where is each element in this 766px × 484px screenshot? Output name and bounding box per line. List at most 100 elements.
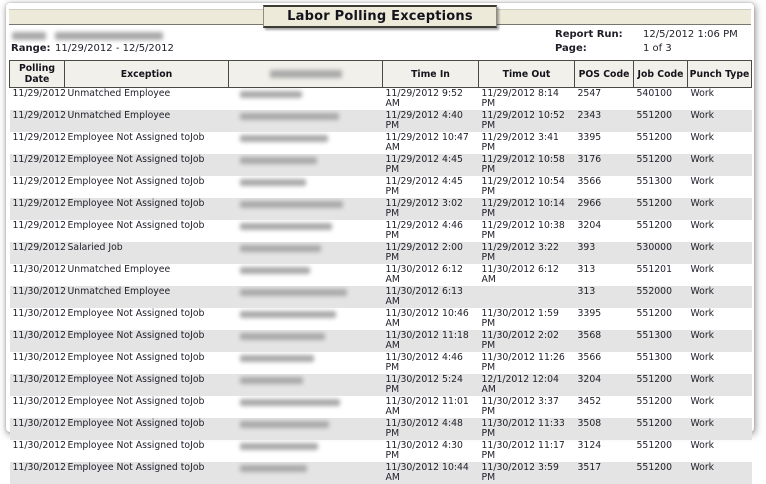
job-code-cell: 551300 bbox=[634, 352, 688, 374]
exception-cell: Employee Not Assigned toJob bbox=[65, 396, 229, 418]
exception-cell: Employee Not Assigned toJob bbox=[65, 440, 229, 462]
employee-cell bbox=[229, 286, 383, 308]
time-in-cell: 11/30/2012 5:24 PM bbox=[383, 374, 479, 396]
job-code-cell: 551200 bbox=[634, 220, 688, 242]
pos-code-cell: 3204 bbox=[575, 220, 634, 242]
job-code-cell: 551200 bbox=[634, 110, 688, 132]
pos-code-cell: 3176 bbox=[575, 154, 634, 176]
employee-cell bbox=[229, 352, 383, 374]
exceptions-table: Polling Date Exception Time In Time Out … bbox=[9, 60, 752, 484]
polling-date-cell: 11/30/2012 bbox=[10, 352, 65, 374]
pos-code-cell: 3204 bbox=[575, 374, 634, 396]
time-out-cell: 11/30/2012 11:33 PM bbox=[479, 418, 575, 440]
page-value: 1 of 3 bbox=[643, 43, 672, 54]
redacted-report-owner bbox=[12, 32, 46, 40]
pos-code-cell: 3566 bbox=[575, 176, 634, 198]
polling-date-cell: 11/30/2012 bbox=[10, 374, 65, 396]
time-out-cell: 11/29/2012 3:22 PM bbox=[479, 242, 575, 264]
employee-cell bbox=[229, 242, 383, 264]
employee-cell bbox=[229, 462, 383, 484]
punch-type-cell: Work bbox=[688, 176, 752, 198]
polling-date-cell: 11/30/2012 bbox=[10, 418, 65, 440]
employee-cell bbox=[229, 374, 383, 396]
time-out-cell: 11/30/2012 6:12 AM bbox=[479, 264, 575, 286]
time-out-cell: 11/29/2012 10:14 PM bbox=[479, 198, 575, 220]
exception-cell: Unmatched Employee bbox=[65, 264, 229, 286]
time-in-cell: 11/30/2012 11:01 AM bbox=[383, 396, 479, 418]
exception-cell: Employee Not Assigned toJob bbox=[65, 176, 229, 198]
exception-cell: Employee Not Assigned toJob bbox=[65, 462, 229, 484]
time-in-cell: 11/30/2012 11:18 AM bbox=[383, 330, 479, 352]
time-out-cell: 11/29/2012 10:52 PM bbox=[479, 110, 575, 132]
job-code-cell: 551200 bbox=[634, 154, 688, 176]
redacted-employee-name bbox=[240, 91, 302, 98]
col-header-time-out: Time Out bbox=[479, 61, 575, 88]
time-out-cell: 11/29/2012 8:14 PM bbox=[479, 88, 575, 111]
col-header-pos-code: POS Code bbox=[575, 61, 634, 88]
redacted-employee-name bbox=[240, 399, 340, 406]
redacted-column-title bbox=[270, 70, 342, 78]
employee-cell bbox=[229, 264, 383, 286]
job-code-cell: 530000 bbox=[634, 242, 688, 264]
redacted-employee-name bbox=[240, 377, 303, 384]
job-code-cell: 551200 bbox=[634, 308, 688, 330]
exception-cell: Salaried Job bbox=[65, 242, 229, 264]
polling-date-cell: 11/29/2012 bbox=[10, 132, 65, 154]
time-out-cell: 11/30/2012 11:26 PM bbox=[479, 352, 575, 374]
pos-code-cell: 3452 bbox=[575, 396, 634, 418]
job-code-cell: 551300 bbox=[634, 176, 688, 198]
redacted-report-subtitle bbox=[55, 32, 163, 40]
time-in-cell: 11/30/2012 6:13 AM bbox=[383, 286, 479, 308]
table-header-row: Polling Date Exception Time In Time Out … bbox=[10, 61, 752, 88]
redacted-employee-name bbox=[240, 311, 336, 318]
job-code-cell: 551200 bbox=[634, 462, 688, 484]
polling-date-cell: 11/30/2012 bbox=[10, 462, 65, 484]
pos-code-cell: 3395 bbox=[575, 308, 634, 330]
job-code-cell: 551200 bbox=[634, 198, 688, 220]
punch-type-cell: Work bbox=[688, 308, 752, 330]
range-label: Range: bbox=[11, 43, 51, 54]
punch-type-cell: Work bbox=[688, 242, 752, 264]
time-out-cell: 11/30/2012 1:59 PM bbox=[479, 308, 575, 330]
time-in-cell: 11/30/2012 6:12 AM bbox=[383, 264, 479, 286]
time-in-cell: 11/29/2012 3:02 PM bbox=[383, 198, 479, 220]
polling-date-cell: 11/29/2012 bbox=[10, 110, 65, 132]
range-value: 11/29/2012 - 12/5/2012 bbox=[55, 43, 174, 54]
redacted-employee-name bbox=[240, 113, 339, 120]
exception-cell: Employee Not Assigned toJob bbox=[65, 154, 229, 176]
job-code-cell: 551200 bbox=[634, 440, 688, 462]
report-run-label: Report Run: bbox=[555, 29, 623, 40]
pos-code-cell: 393 bbox=[575, 242, 634, 264]
time-in-cell: 11/29/2012 9:52 AM bbox=[383, 88, 479, 111]
time-in-cell: 11/30/2012 4:46 PM bbox=[383, 352, 479, 374]
redacted-employee-name bbox=[240, 157, 317, 164]
time-in-cell: 11/29/2012 4:46 PM bbox=[383, 220, 479, 242]
redacted-employee-name bbox=[240, 135, 328, 142]
polling-date-cell: 11/29/2012 bbox=[10, 220, 65, 242]
exception-cell: Employee Not Assigned toJob bbox=[65, 220, 229, 242]
pos-code-cell: 313 bbox=[575, 264, 634, 286]
title-box: Labor Polling Exceptions bbox=[263, 5, 497, 28]
polling-date-cell: 11/30/2012 bbox=[10, 330, 65, 352]
time-out-cell: 11/30/2012 3:37 PM bbox=[479, 396, 575, 418]
polling-date-cell: 11/29/2012 bbox=[10, 154, 65, 176]
time-out-cell: 11/29/2012 10:54 PM bbox=[479, 176, 575, 198]
page-title: Labor Polling Exceptions bbox=[287, 9, 473, 24]
pos-code-cell: 3568 bbox=[575, 330, 634, 352]
employee-cell bbox=[229, 396, 383, 418]
time-in-cell: 11/29/2012 4:45 PM bbox=[383, 176, 479, 198]
redacted-employee-name bbox=[240, 465, 307, 472]
time-in-cell: 11/29/2012 10:47 AM bbox=[383, 132, 479, 154]
col-header-punch-type: Punch Type bbox=[688, 61, 752, 88]
punch-type-cell: Work bbox=[688, 264, 752, 286]
employee-cell bbox=[229, 330, 383, 352]
